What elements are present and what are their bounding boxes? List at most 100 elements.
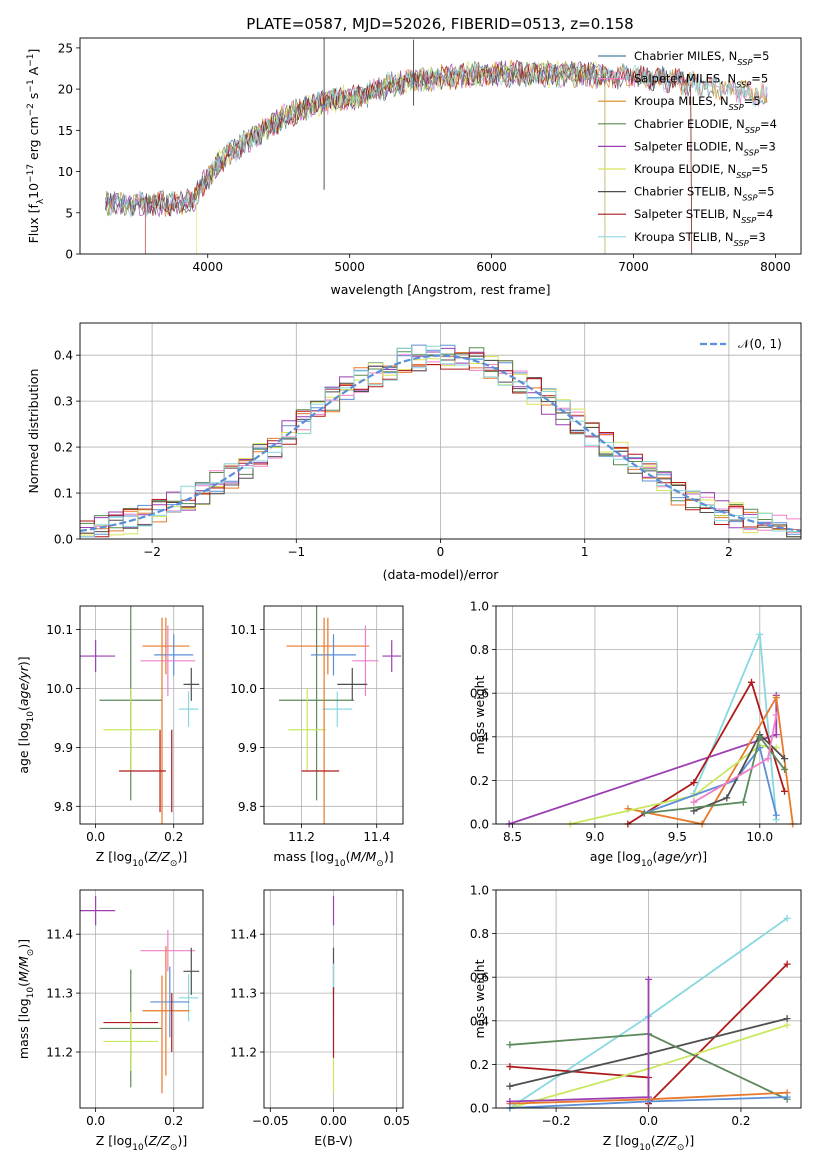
y-tick-label: 0.4 [470,1014,489,1028]
chart-panel-5: 8.5 9.0 9.5 10.0 0.0 0.2 0.4 0.6 0.8 1.0 age [log1… [470,600,802,869]
y-tick-label: 0.2 [470,774,489,788]
weight-marker [772,811,780,819]
weight-marker [506,1082,514,1090]
y-tick-label: 0.3 [54,395,73,409]
x-tick-label: 9.5 [668,830,687,844]
plot-area [80,606,203,824]
legend-label: Chabrier STELIB, NSSP=5 [634,185,774,203]
plot-area [80,890,203,1108]
x-tick-label: 0 [437,545,445,559]
plot-border [495,889,802,1109]
x-tick-label: −0.05 [252,1114,289,1128]
x-tick-label: 8000 [760,260,791,274]
weight-marker [781,755,789,763]
y-tick-label: 10.0 [46,682,73,696]
weight-line-blue [644,745,778,816]
x-tick-label: 6000 [476,260,507,274]
y-tick-label: 1.0 [470,600,489,614]
y-axis-label: mass weight [472,675,487,754]
weight-marker [690,798,698,806]
legend-label: Kroupa ELODIE, NSSP=5 [634,162,768,180]
legend-label: Kroupa STELIB, NSSP=3 [634,230,766,248]
weight-marker [506,1063,514,1071]
x-tick-label: 0.05 [383,1114,410,1128]
x-axis-label: Z [log10(Z/Z⊙)] [96,849,187,869]
plot-border [263,605,404,825]
plot-border [79,605,204,825]
x-tick-label: 0.2 [164,830,183,844]
y-tick-label: 0.6 [470,687,489,701]
y-tick-label: 25 [58,41,73,55]
x-tick-label: 1 [581,545,589,559]
x-tick-label: 0.0 [86,830,105,844]
chart-panel-3: 0.0 0.2 9.8 9.9 10.0 10.1 Z [log10(Z/Z⊙)] age [… [16,605,204,869]
y-tick-label: 0.4 [54,349,73,363]
weight-marker [772,731,780,739]
chart-panel-7: −0.05 0.00 0.05 11.2 11.3 11.4 E(B-V) [230,889,410,1148]
y-axis-label: Normed distribution [26,369,41,494]
errorbars [80,606,200,824]
y-tick-label: 0.1 [54,487,73,501]
y-tick-label: 11.2 [46,1046,73,1060]
y-tick-label: 10.1 [46,623,73,637]
weight-lines [505,630,797,828]
y-tick-label: 10 [58,165,73,179]
hist-kroupa-stelib [80,345,801,538]
x-tick-label: −0.2 [542,1114,571,1128]
weight-marker [506,1097,514,1105]
weight-marker [772,694,780,702]
weight-marker [739,798,747,806]
x-tick-label: 11.4 [363,830,390,844]
legend-label: 𝒩(0, 1) [738,337,782,351]
weight-marker [506,1041,514,1049]
y-tick-label: 9.9 [238,741,257,755]
weight-line-green [644,734,786,814]
errorbars [80,895,200,1094]
y-tick-label: 10.1 [230,623,257,637]
y-tick-label: 11.4 [46,928,73,942]
plot-border [79,37,802,255]
x-tick-label: 8.5 [503,830,522,844]
y-tick-label: 11.4 [230,928,257,942]
x-tick-label: 9.0 [585,830,604,844]
plot-area [496,606,801,824]
y-tick-label: 11.2 [230,1046,257,1060]
chart-panel-1: 4000 5000 6000 7000 8000 0 5 10 15 20 25 Chabrier M… [26,37,802,297]
weight-marker [690,807,698,815]
weight-marker [756,733,764,741]
weight-marker [772,711,780,719]
x-tick-label: −1 [287,545,305,559]
x-axis-label: Z [log10(Z/Z⊙)] [603,1133,694,1153]
legend-label: Kroupa MILES, NSSP=5 [634,94,761,112]
y-tick-label: 5 [65,206,73,220]
y-axis-label: mass weight [472,959,487,1038]
y-tick-label: 0.8 [470,927,489,941]
weight-marker [783,914,791,922]
x-axis-label: mass [log10(M/M⊙)] [273,849,393,869]
weight-marker [645,975,652,983]
weight-marker [748,678,756,686]
spectrum-chabrier-elodie [105,60,606,254]
x-tick-label: 7000 [618,260,649,274]
y-tick-label: 0.0 [470,1102,489,1116]
x-tick-label: 11.2 [288,830,315,844]
x-tick-label: 0.00 [320,1114,347,1128]
plot-border [79,889,204,1109]
y-tick-label: 9.8 [238,800,257,814]
y-axis-label: mass [log10(M/M⊙)] [16,939,36,1059]
y-tick-label: 11.3 [46,987,73,1001]
y-tick-label: 9.8 [54,800,73,814]
legend-label: Chabrier MILES, NSSP=5 [634,49,769,67]
chart-panel-2: −2 −1 0 1 2 0.0 0.1 0.2 0.3 0.4 𝒩(0, 1) (data-model… [26,322,802,582]
figure-title: PLATE=0587, MJD=52026, FIBERID=0513, z=0… [246,15,633,33]
x-tick-label: 5000 [334,260,365,274]
histograms [80,344,801,538]
weight-marker [781,766,789,773]
y-tick-label: 20 [58,83,73,97]
x-tick-label: 10.0 [746,830,773,844]
weight-marker [640,809,648,817]
weight-marker [645,1097,652,1105]
y-tick-label: 15 [58,124,73,138]
y-tick-label: 0.8 [470,643,489,657]
y-tick-label: 10.0 [230,682,257,696]
